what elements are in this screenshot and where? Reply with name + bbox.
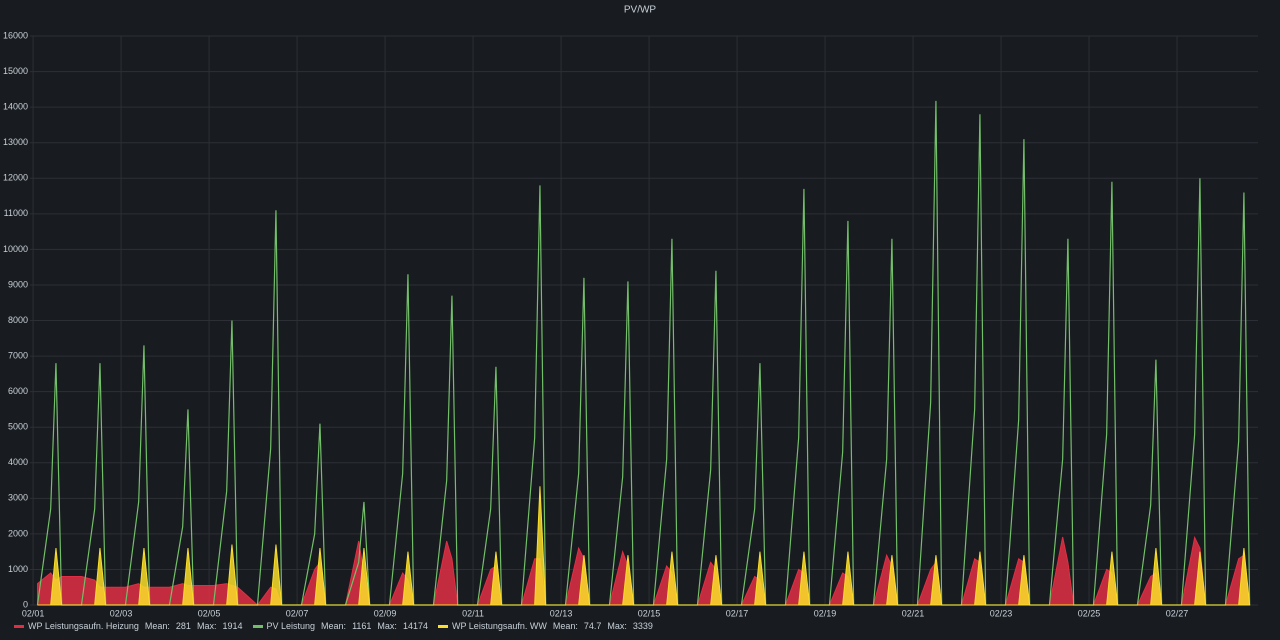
y-tick-label: 5000 xyxy=(8,422,28,432)
x-tick-label: 02/09 xyxy=(374,608,397,618)
x-tick-label: 02/19 xyxy=(814,608,837,618)
legend-swatch xyxy=(14,625,24,629)
legend-stat: 281 xyxy=(175,621,191,631)
y-tick-label: 8000 xyxy=(8,315,28,325)
series-area xyxy=(36,535,1251,606)
y-tick-label: 1000 xyxy=(8,564,28,574)
x-tick-label: 02/03 xyxy=(110,608,133,618)
legend-label: PV Leistung xyxy=(266,621,316,631)
y-tick-label: 12000 xyxy=(3,173,28,183)
y-tick-label: 2000 xyxy=(8,528,28,538)
x-tick-label: 02/21 xyxy=(902,608,925,618)
chart: PV/WP 0 1000 2000 3000 4000 5000 6000 7000 8000 9… xyxy=(3,5,1258,618)
y-tick-label: 3000 xyxy=(8,493,28,503)
legend-stat-label: Max: xyxy=(196,621,217,631)
legend-label: WP Leistungsaufn. Heizung xyxy=(28,621,139,631)
x-tick-label: 02/27 xyxy=(1166,608,1189,618)
legend-stat-label: Mean: xyxy=(144,621,170,631)
legend-item[interactable]: WP Leistungsaufn. WW Mean: 74.7 Max: 3339 xyxy=(437,621,653,631)
legend-stat-label: Max: xyxy=(607,621,627,631)
series-line xyxy=(36,100,1251,606)
y-tick-label: 15000 xyxy=(3,66,28,76)
x-tick-label: 02/23 xyxy=(990,608,1013,618)
legend-stat: 14174 xyxy=(402,621,428,631)
legend-swatch xyxy=(252,625,263,629)
legend-stat: 74.7 xyxy=(583,621,602,631)
x-tick-label: 02/17 xyxy=(726,608,749,618)
legend-stat-label: Mean: xyxy=(321,621,347,631)
legend: WP Leistungsaufn. Heizung Mean: 281 Max: 191… xyxy=(14,621,663,631)
x-tick-label: 02/07 xyxy=(286,608,309,618)
y-tick-label: 6000 xyxy=(8,386,28,396)
y-tick-label: 4000 xyxy=(8,457,28,467)
legend-stat: 1914 xyxy=(222,621,243,631)
y-tick-label: 16000 xyxy=(3,30,28,40)
legend-label: WP Leistungsaufn. WW xyxy=(451,621,547,631)
y-tick-label: 0 xyxy=(23,599,28,609)
legend-stat-label: Mean: xyxy=(552,621,578,631)
y-tick-label: 11000 xyxy=(4,208,28,218)
x-tick-label: 02/25 xyxy=(1078,608,1101,618)
series-area xyxy=(37,486,1251,606)
y-tick-label: 9000 xyxy=(8,279,28,289)
x-tick-label: 02/01 xyxy=(22,608,45,618)
y-tick-label: 14000 xyxy=(3,102,28,112)
x-tick-label: 02/11 xyxy=(462,608,484,618)
legend-swatch xyxy=(437,625,448,629)
legend-item[interactable]: PV Leistung Mean: 1161 Max: 14174 xyxy=(252,621,428,631)
chart-title: PV/WP xyxy=(624,5,657,16)
y-tick-label: 10000 xyxy=(3,244,28,254)
x-tick-label: 02/05 xyxy=(198,608,221,618)
x-tick-label: 02/13 xyxy=(550,608,573,618)
y-tick-label: 13000 xyxy=(3,137,28,147)
legend-stat: 3339 xyxy=(632,621,653,631)
legend-stat-label: Max: xyxy=(377,621,397,631)
x-tick-label: 02/15 xyxy=(638,608,661,618)
y-tick-label: 7000 xyxy=(8,350,28,360)
legend-item[interactable]: WP Leistungsaufn. Heizung Mean: 281 Max: 191… xyxy=(14,621,243,631)
legend-stat: 1161 xyxy=(352,621,372,631)
